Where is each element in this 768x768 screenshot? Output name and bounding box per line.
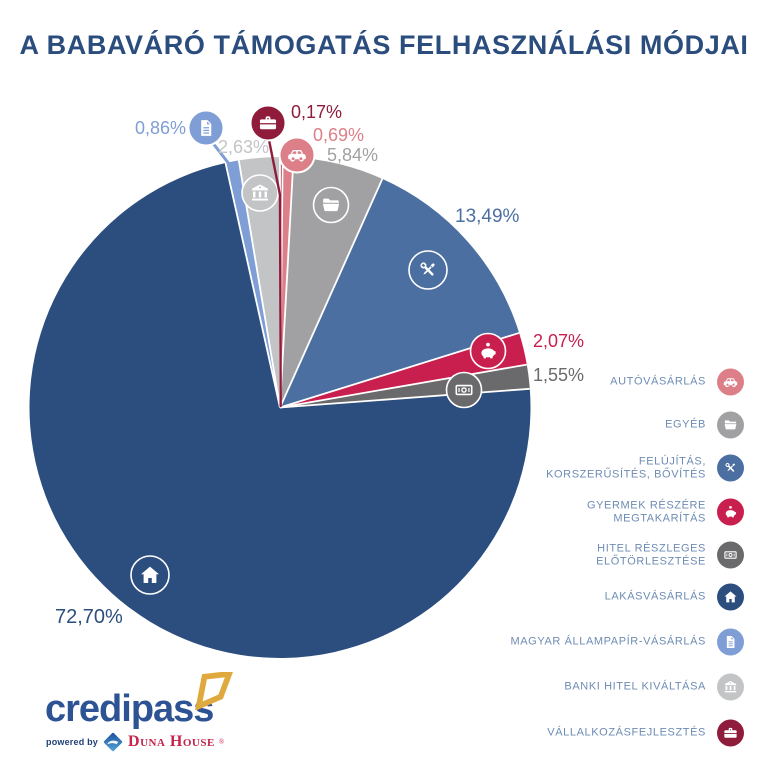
callout-circle-allampapir xyxy=(187,109,225,147)
folder-icon xyxy=(322,198,340,212)
pie-value-label-lakasvasarlas: 72,70% xyxy=(55,606,123,628)
leader-line-allampapir xyxy=(210,140,235,171)
pie-slice-egyeb xyxy=(280,157,383,408)
powered-by-label: powered by xyxy=(46,737,99,747)
pie-slice-lakasvasarlas xyxy=(29,163,531,659)
duna-house-wordmark: Duna House xyxy=(128,733,215,750)
slice-separator xyxy=(279,387,530,409)
slice-separator xyxy=(224,162,281,408)
pie-value-label-gyermek: 2,07% xyxy=(533,331,584,351)
credipass-logo: credipass powered by Duna House ® xyxy=(45,672,275,762)
pie-value-label-vallalkozasfejlesztes: 0,17% xyxy=(291,102,342,122)
page-title: A BABAVÁRÓ TÁMOGATÁS FELHASZNÁLÁSI MÓDJA… xyxy=(19,30,749,60)
pie-value-label-felujitas: 13,49% xyxy=(455,206,520,227)
slice-separator xyxy=(279,363,527,409)
pie-slice-felujitas xyxy=(280,178,520,408)
pie-value-label-banki_hitel: 2,63% xyxy=(218,137,269,157)
credipass-flag-icon xyxy=(195,672,233,710)
duna-house-diamond-icon xyxy=(103,732,123,752)
registered-mark: ® xyxy=(218,738,225,746)
pie-value-label-allampapir: 0,86% xyxy=(135,118,186,138)
leader-line-vallalkozasfejlesztes xyxy=(267,138,282,408)
slice-separator xyxy=(279,178,384,408)
slice-separator xyxy=(279,157,295,408)
pie-value-label-egyeb: 5,84% xyxy=(327,145,378,165)
pie-value-label-hitel_reszleges: 1,55% xyxy=(533,365,584,385)
slice-icon-circle-hitel_reszleges xyxy=(445,371,483,409)
credipass-wordmark: credipass xyxy=(45,688,214,730)
pie-value-label-autovasarlas: 0,69% xyxy=(313,125,364,145)
